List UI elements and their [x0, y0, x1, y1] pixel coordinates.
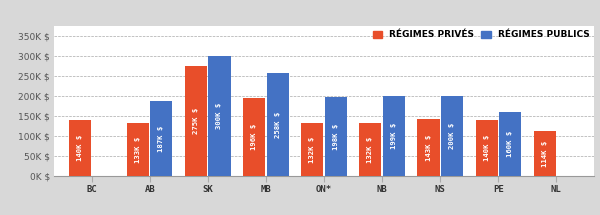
Bar	[499, 112, 521, 176]
Bar	[301, 123, 323, 176]
Text: 140K $: 140K $	[484, 135, 490, 161]
Text: 198K $: 198K $	[332, 123, 338, 150]
Bar	[266, 73, 289, 176]
Text: 132K $: 132K $	[310, 137, 316, 163]
Text: 275K $: 275K $	[193, 108, 199, 134]
Bar	[418, 119, 440, 176]
Legend: RÉGIMES PRIVÉS, RÉGIMES PUBLICS: RÉGIMES PRIVÉS, RÉGIMES PUBLICS	[373, 30, 589, 39]
Text: 187K $: 187K $	[158, 126, 164, 152]
Bar	[359, 123, 382, 176]
Bar	[127, 123, 149, 176]
Text: 196K $: 196K $	[251, 124, 257, 150]
Bar	[533, 131, 556, 176]
Bar	[441, 96, 463, 176]
Bar	[243, 98, 265, 176]
Bar	[383, 97, 405, 176]
Bar	[151, 101, 172, 176]
Text: 114K $: 114K $	[542, 140, 548, 167]
Text: 133K $: 133K $	[135, 137, 141, 163]
Text: 132K $: 132K $	[367, 137, 373, 163]
Bar	[325, 97, 347, 176]
Text: 200K $: 200K $	[449, 123, 455, 149]
Text: 199K $: 199K $	[391, 123, 397, 149]
Bar	[476, 120, 497, 176]
Text: 300K $: 300K $	[217, 103, 223, 129]
Text: 258K $: 258K $	[275, 111, 281, 138]
Text: 160K $: 160K $	[507, 131, 513, 157]
Text: 140K $: 140K $	[77, 135, 83, 161]
Bar	[185, 66, 207, 176]
Bar	[208, 56, 230, 176]
Text: 143K $: 143K $	[425, 134, 431, 161]
Bar	[69, 120, 91, 176]
